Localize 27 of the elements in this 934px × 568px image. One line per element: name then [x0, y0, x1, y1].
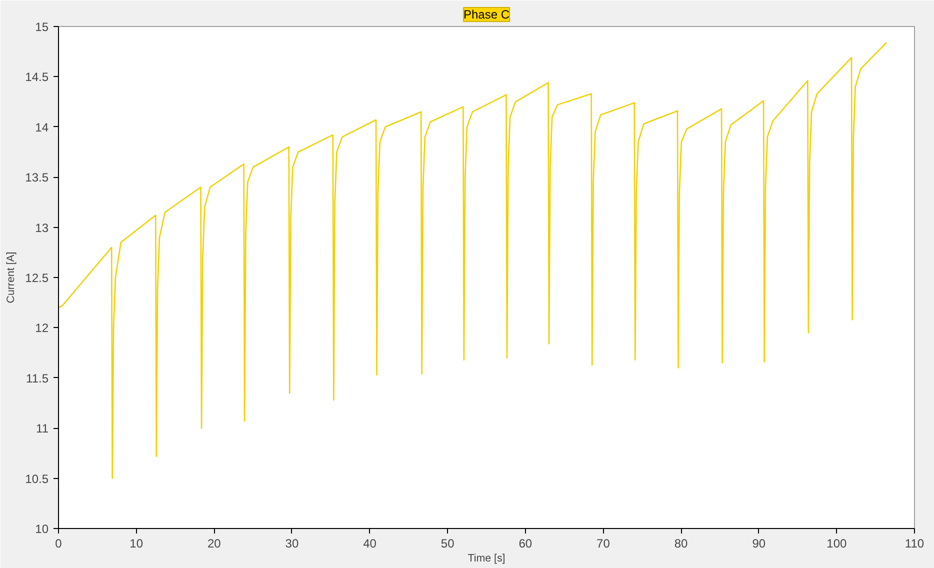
- x-axis-title: Time [s]: [468, 552, 506, 564]
- x-tick-label: 0: [55, 536, 62, 550]
- x-tick-label: 90: [752, 536, 766, 550]
- y-axis-title: Current [A]: [5, 252, 18, 304]
- x-tick-label: 10: [130, 536, 144, 550]
- y-tick-label: 12.5: [25, 271, 49, 285]
- line-series: [58, 42, 888, 479]
- chart-title: Phase C: [463, 8, 510, 22]
- x-tick-label: 30: [285, 536, 299, 550]
- y-tick-label: 10: [35, 522, 49, 536]
- y-tick-label: 14.5: [25, 70, 49, 84]
- y-tick-label: 13.5: [25, 170, 49, 185]
- y-tick-label: 14: [35, 120, 49, 134]
- x-tick-label: 40: [363, 536, 377, 550]
- y-tick-label: 10.5: [25, 472, 49, 486]
- x-tick-label: 60: [518, 536, 532, 550]
- y-tick-label: 11: [36, 422, 49, 436]
- x-tick-label: 70: [596, 536, 610, 550]
- y-tick-label: 13: [35, 220, 49, 235]
- x-tick-label: 20: [207, 536, 222, 550]
- x-tick-label: 50: [440, 536, 455, 550]
- x-tick-label: 110: [904, 536, 924, 550]
- y-tick-label: 12: [35, 321, 49, 336]
- x-tick-label: 80: [674, 536, 688, 550]
- y-tick-label: 15: [35, 20, 49, 34]
- x-tick-label: 100: [826, 536, 848, 550]
- y-tick-label: 11.5: [26, 371, 49, 386]
